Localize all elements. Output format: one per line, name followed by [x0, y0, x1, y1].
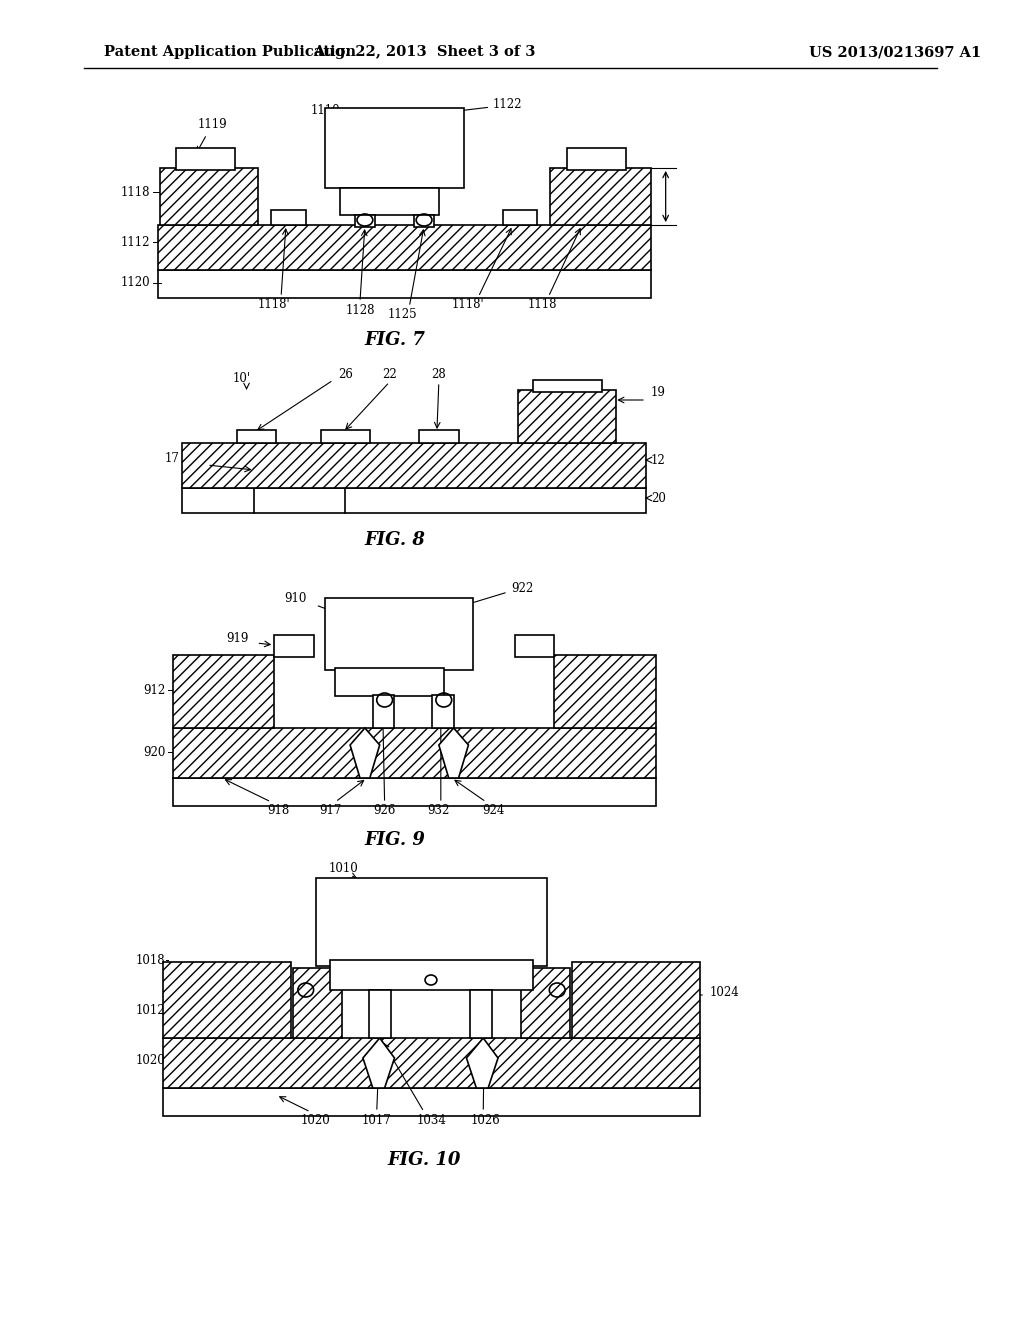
Bar	[163, 1088, 700, 1115]
Text: 28: 28	[431, 368, 446, 381]
Text: 1122: 1122	[428, 99, 522, 116]
Bar	[335, 668, 443, 696]
Polygon shape	[350, 729, 380, 777]
Bar	[158, 224, 651, 271]
Text: 1034: 1034	[417, 1114, 446, 1126]
Text: Patent Application Publication: Patent Application Publication	[103, 45, 355, 59]
Text: 1128: 1128	[345, 304, 375, 317]
Text: FIG. 9: FIG. 9	[365, 832, 425, 849]
Bar	[369, 990, 390, 1038]
Bar	[175, 148, 234, 170]
Bar	[182, 488, 646, 513]
Bar	[182, 444, 646, 488]
Bar	[550, 168, 651, 224]
Bar	[237, 430, 276, 444]
Text: 12: 12	[651, 454, 666, 466]
Text: 922: 922	[512, 582, 534, 594]
Text: 926: 926	[374, 804, 396, 817]
Bar	[414, 215, 434, 227]
Text: 1118: 1118	[121, 186, 150, 198]
Bar	[554, 655, 655, 729]
Bar	[163, 1038, 700, 1088]
Polygon shape	[439, 729, 468, 777]
Text: 19: 19	[651, 387, 666, 400]
Bar	[520, 968, 570, 1038]
Bar	[432, 696, 454, 729]
Text: FIG. 8: FIG. 8	[365, 531, 425, 549]
Text: 17: 17	[165, 451, 179, 465]
Polygon shape	[467, 1038, 498, 1088]
Text: 10': 10'	[232, 371, 251, 384]
Bar	[419, 430, 459, 444]
Bar	[355, 215, 375, 227]
Text: 924: 924	[482, 804, 504, 817]
Text: 1118: 1118	[527, 298, 557, 312]
Text: 1024: 1024	[710, 986, 739, 999]
Text: 917: 917	[319, 804, 342, 817]
Text: 1110: 1110	[310, 103, 347, 137]
Text: 919: 919	[226, 631, 249, 644]
Text: 20: 20	[651, 491, 666, 504]
Text: US 2013/0213697 A1: US 2013/0213697 A1	[809, 45, 981, 59]
Text: 1120: 1120	[120, 276, 150, 289]
Text: 1118': 1118'	[258, 298, 291, 312]
Bar	[293, 968, 342, 1038]
Text: 1020: 1020	[301, 1114, 331, 1126]
Text: 1012: 1012	[136, 1003, 166, 1016]
Polygon shape	[362, 1038, 394, 1088]
Text: 920: 920	[143, 746, 166, 759]
Text: 1118': 1118'	[453, 298, 484, 312]
Bar	[503, 210, 538, 224]
Text: 1112: 1112	[121, 235, 150, 248]
Bar	[173, 777, 655, 807]
Text: 912: 912	[143, 684, 166, 697]
Text: FIG. 10: FIG. 10	[387, 1151, 461, 1170]
Text: 932: 932	[428, 804, 450, 817]
Bar	[326, 108, 464, 187]
Text: 26: 26	[338, 368, 352, 381]
Text: FIG. 7: FIG. 7	[365, 331, 425, 348]
Text: 910: 910	[285, 591, 307, 605]
Text: 1010: 1010	[329, 862, 358, 874]
Bar	[160, 168, 258, 224]
Bar	[274, 635, 313, 657]
Bar	[173, 655, 274, 729]
Bar	[163, 962, 291, 1038]
Bar	[271, 210, 306, 224]
Bar	[567, 148, 627, 170]
Text: 1026: 1026	[470, 1114, 500, 1126]
Bar	[373, 696, 394, 729]
Bar	[572, 962, 700, 1038]
Bar	[315, 878, 548, 966]
Text: 918: 918	[267, 804, 289, 817]
Text: 1018: 1018	[136, 953, 166, 966]
Bar	[470, 990, 493, 1038]
Text: 22: 22	[382, 368, 397, 381]
Bar	[518, 389, 616, 444]
Bar	[326, 598, 473, 671]
Bar	[340, 187, 439, 215]
Bar	[158, 271, 651, 298]
Bar	[331, 960, 532, 990]
Text: 1119: 1119	[198, 119, 227, 152]
Text: 1017: 1017	[361, 1114, 391, 1126]
Bar	[532, 380, 601, 392]
Bar	[321, 430, 370, 444]
Text: 1125: 1125	[387, 309, 417, 322]
Text: 1020: 1020	[136, 1053, 166, 1067]
Bar	[173, 729, 655, 777]
Text: Aug. 22, 2013  Sheet 3 of 3: Aug. 22, 2013 Sheet 3 of 3	[313, 45, 536, 59]
Bar	[515, 635, 554, 657]
